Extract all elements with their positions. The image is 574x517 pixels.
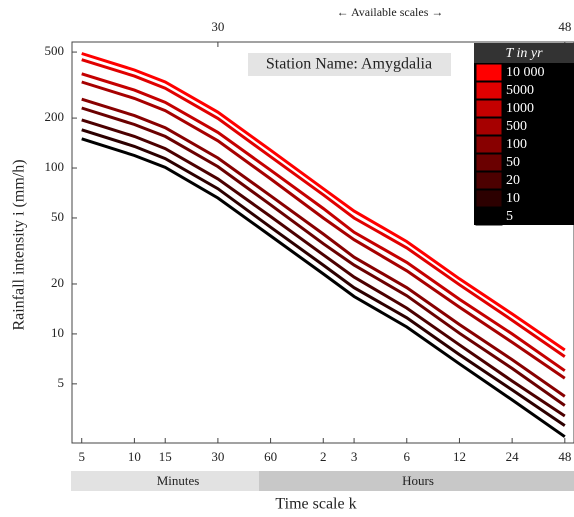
legend-swatch xyxy=(475,99,503,118)
y-tick-label: 500 xyxy=(45,43,65,58)
curve xyxy=(81,106,566,407)
top-label: ← Available scales → xyxy=(337,5,444,19)
legend-swatch xyxy=(475,153,503,172)
x-tick-label: 60 xyxy=(264,449,277,464)
x-tick-label: 24 xyxy=(506,449,520,464)
legend-title: T in yr xyxy=(505,46,543,61)
curve xyxy=(81,97,566,398)
y-tick-label: 200 xyxy=(45,109,65,124)
x-tick-label: 12 xyxy=(453,449,466,464)
curve xyxy=(81,52,566,352)
top-tick-label: 30 xyxy=(211,19,224,34)
legend-swatch xyxy=(475,81,503,100)
x-tick-label: 48 xyxy=(558,449,571,464)
legend-label: 50 xyxy=(506,155,520,170)
station-box xyxy=(248,53,451,76)
legend-swatch xyxy=(475,135,503,154)
legend-swatch xyxy=(475,117,503,136)
minutes-band xyxy=(71,471,259,491)
x-tick-label: 30 xyxy=(211,449,224,464)
x-tick-label: 5 xyxy=(78,449,85,464)
y-tick-label: 5 xyxy=(58,375,65,390)
curve xyxy=(81,80,566,380)
y-tick-label: 100 xyxy=(45,159,65,174)
x-tick-label: 3 xyxy=(351,449,358,464)
legend-swatch xyxy=(475,207,503,226)
y-tick-label: 50 xyxy=(51,209,64,224)
hours-band xyxy=(259,471,574,491)
x-tick-label: 15 xyxy=(159,449,172,464)
legend-label: 20 xyxy=(506,173,520,188)
curve xyxy=(81,128,566,427)
group-label: Minutes xyxy=(157,473,200,488)
legend-label: 1000 xyxy=(506,101,534,116)
legend-swatch xyxy=(475,171,503,190)
legend-label: 500 xyxy=(506,119,527,134)
y-axis-title: Rainfall intensity i (mm/h) xyxy=(11,159,28,330)
x-tick-label: 2 xyxy=(320,449,327,464)
curve xyxy=(81,72,566,372)
curve xyxy=(81,118,566,418)
group-label: Hours xyxy=(402,473,434,488)
x-tick-label: 10 xyxy=(128,449,141,464)
legend-label: 5 xyxy=(506,209,513,224)
legend-swatch xyxy=(475,63,503,82)
curve xyxy=(81,137,566,438)
y-tick-label: 20 xyxy=(51,275,64,290)
legend-label: 10 xyxy=(506,191,520,206)
y-tick-label: 10 xyxy=(51,325,64,340)
legend-swatch xyxy=(475,189,503,208)
curve xyxy=(81,58,566,358)
x-tick-label: 6 xyxy=(404,449,411,464)
legend-label: 10 000 xyxy=(506,65,545,80)
legend-label: 5000 xyxy=(506,83,534,98)
legend-label: 100 xyxy=(506,137,527,152)
x-axis-title: Time scale k xyxy=(275,496,356,513)
top-tick-label: 48 xyxy=(558,19,571,34)
legend-header xyxy=(474,43,574,63)
station-name: Station Name: Amygdalia xyxy=(266,56,432,73)
